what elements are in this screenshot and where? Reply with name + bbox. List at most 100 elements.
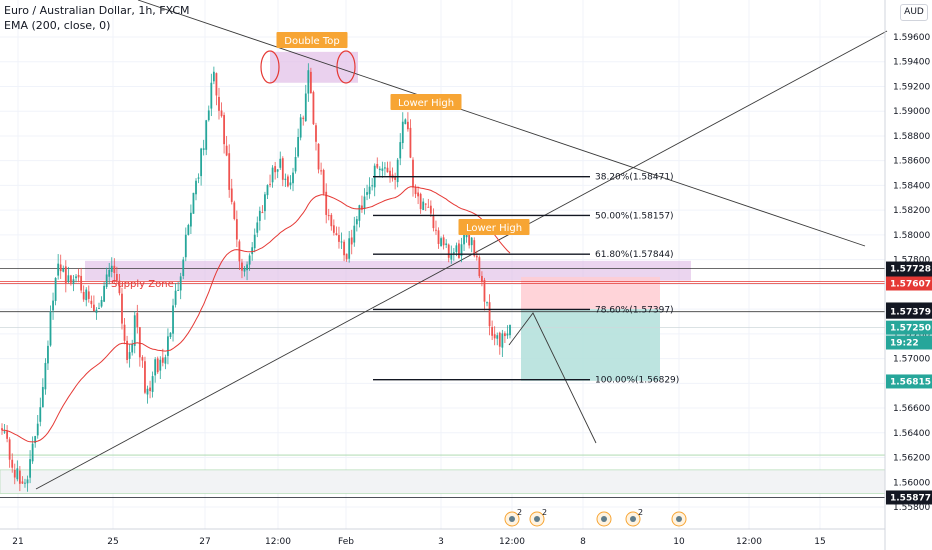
x-tick-label: 12:00 — [499, 537, 525, 547]
candle-body — [284, 178, 287, 180]
candle-body — [509, 324, 511, 336]
candle-body — [62, 268, 65, 272]
price-axis[interactable]: 1.59600 1.59400 1.59200 1.59000 1.58800 1.586… — [884, 0, 932, 550]
purple-zone — [85, 260, 691, 281]
stop-zone — [521, 276, 660, 310]
candle-body — [366, 192, 368, 195]
price-tag-label: 19:22 — [890, 339, 919, 349]
symbol-title: Euro / Australian Dollar, 1h, FXCM — [4, 4, 190, 17]
candle-body — [70, 275, 72, 283]
price-tag — [886, 304, 932, 319]
event-count: 2 — [542, 508, 547, 517]
candle-body — [256, 222, 259, 233]
candle-body — [315, 125, 317, 142]
price-tag-label: 1.57607 — [890, 280, 931, 290]
candle-body — [292, 172, 294, 184]
annotation-label: Lower High — [398, 98, 454, 109]
candle-body — [483, 279, 486, 302]
candle-body — [105, 274, 108, 287]
fib-level-label: 38.20%(1.58471) — [595, 173, 674, 183]
candle-body — [251, 247, 254, 255]
candle-body — [151, 376, 154, 392]
candle-body — [187, 225, 190, 235]
candle-body — [207, 110, 210, 121]
candle-body — [412, 159, 414, 188]
candle-body — [394, 176, 397, 180]
candle-body — [36, 423, 39, 436]
candle-body — [330, 214, 333, 227]
candle-body — [21, 481, 24, 484]
candle-body — [269, 183, 271, 185]
candle-body — [49, 311, 52, 346]
candle-body — [195, 180, 197, 195]
candle-body — [64, 266, 67, 284]
candle-body — [92, 304, 95, 312]
zones — [0, 51, 886, 494]
candle-body — [128, 352, 131, 359]
y-tick-label: 1.58800 — [893, 132, 930, 142]
candle-body — [261, 212, 264, 214]
event-markers[interactable]: 2 2 2 — [504, 508, 687, 527]
candle-body — [184, 234, 187, 258]
chart-legend: Euro / Australian Dollar, 1h, FXCM EMA (… — [4, 3, 190, 33]
fib-level-label: 50.00%(1.58157) — [595, 211, 674, 221]
candle-body — [200, 148, 203, 177]
price-tag-label: 1.57379 — [890, 308, 931, 318]
x-tick-label: 25 — [107, 537, 118, 547]
candle-body — [82, 291, 85, 300]
candle-body — [460, 244, 463, 257]
candle-body — [340, 241, 343, 243]
currency-button[interactable]: AUD — [900, 4, 928, 21]
price-tag-label: 1.55877 — [890, 493, 931, 503]
y-tick-label: 1.59200 — [893, 82, 930, 92]
candle-body — [8, 439, 11, 460]
candle-body — [110, 265, 113, 272]
candle-body — [491, 327, 494, 336]
price-tag — [886, 374, 932, 389]
candle-body — [455, 245, 458, 253]
candle-body — [95, 309, 98, 314]
candle-body — [230, 188, 233, 202]
target-zone — [521, 309, 660, 381]
candle-body — [169, 332, 172, 337]
candle-body — [404, 119, 407, 125]
candle-body — [246, 264, 248, 271]
candle-body — [320, 170, 322, 172]
price-tag-label: 1.57250 — [890, 324, 931, 334]
candle-body — [406, 121, 409, 130]
candle-body — [1, 428, 3, 431]
bottom-range-zone — [0, 469, 886, 494]
candle-body — [378, 168, 381, 171]
candle-body — [419, 193, 422, 210]
candle-body — [85, 289, 88, 301]
candle-body — [141, 357, 144, 361]
time-axis[interactable]: 21 25 27 12:00 Feb 3 12:00 8 10 12:00 15 — [0, 528, 885, 547]
candle-body — [115, 273, 118, 281]
candle-body — [190, 212, 192, 227]
candle-body — [121, 293, 123, 324]
candle-body — [80, 275, 83, 291]
candle-body — [177, 289, 180, 291]
candle-body — [131, 344, 134, 353]
candle-body — [271, 167, 274, 183]
y-tick-label: 1.59000 — [893, 107, 930, 117]
candle-body — [52, 300, 54, 311]
candle-body — [149, 387, 151, 392]
candle-body — [264, 194, 266, 212]
price-tag — [886, 261, 932, 276]
candle-body — [126, 340, 128, 360]
trend-lines — [0, 0, 888, 498]
y-tick-label: 1.58000 — [893, 231, 930, 241]
candle-body — [41, 387, 44, 408]
candle-body — [498, 332, 501, 347]
candles — [1, 63, 511, 492]
candle-body — [294, 157, 297, 172]
candle-body — [442, 237, 445, 246]
candle-body — [238, 241, 241, 262]
annotation-box — [458, 219, 530, 235]
x-tick-label: 10 — [673, 537, 685, 547]
annotation-label: Lower High — [466, 223, 522, 234]
double-top-circle-right — [336, 50, 356, 84]
candle-body — [322, 170, 325, 194]
